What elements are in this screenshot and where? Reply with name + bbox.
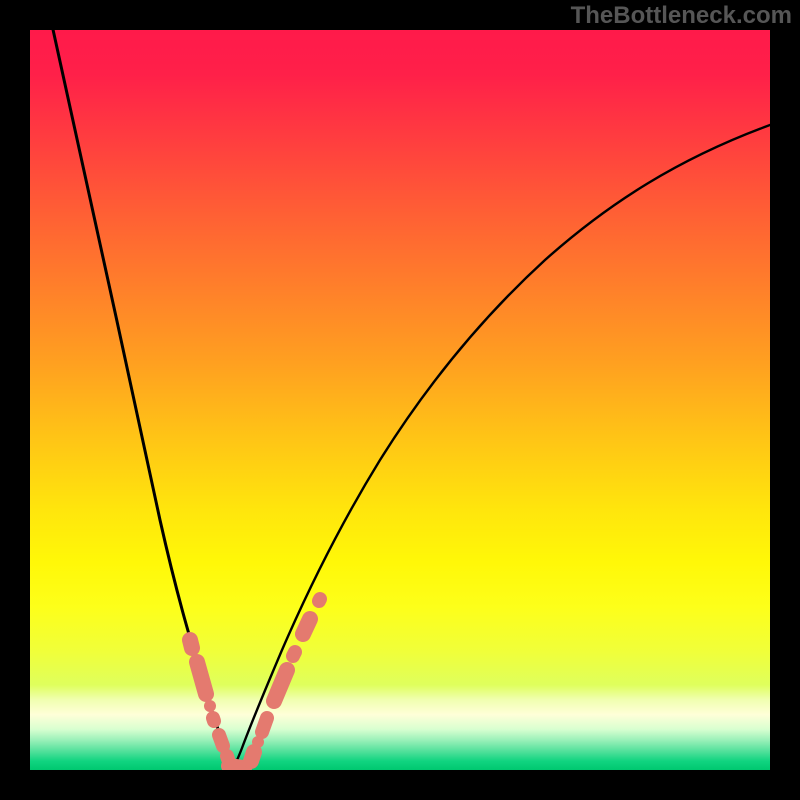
curve-marker-dot (252, 736, 264, 748)
curve-left (52, 30, 232, 769)
plot-area (30, 30, 770, 770)
curve-marker-pill (190, 640, 192, 648)
curve-right (232, 125, 770, 769)
curve-marker-pill (303, 619, 310, 634)
curve-marker-dot (204, 700, 216, 712)
curve-marker-pill (262, 718, 267, 732)
curve-layer (30, 30, 770, 770)
curve-marker-pill (293, 652, 295, 656)
curve-marker-pill (319, 599, 320, 601)
curve-marker-pill (197, 662, 206, 694)
curve-marker-pill (219, 735, 223, 746)
curve-marker-pill (251, 752, 254, 761)
chart-container: TheBottleneck.com (0, 0, 800, 800)
watermark-text: TheBottleneck.com (571, 2, 792, 30)
curve-marker-pill (274, 670, 287, 701)
curve-marker-pill (229, 766, 244, 768)
curve-marker-pill (213, 718, 214, 721)
